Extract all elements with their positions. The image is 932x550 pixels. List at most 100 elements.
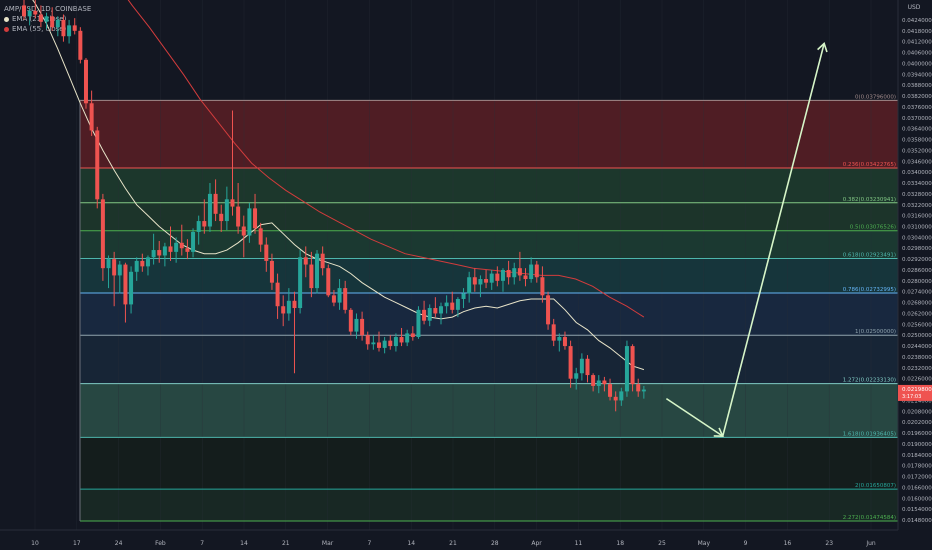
candle-body[interactable] <box>185 248 190 252</box>
candle-body[interactable] <box>174 242 179 252</box>
candle-body[interactable] <box>320 253 325 269</box>
candle-body[interactable] <box>112 259 117 276</box>
candle-body[interactable] <box>438 306 443 314</box>
candle-body[interactable] <box>331 295 336 303</box>
candle-body[interactable] <box>371 342 376 345</box>
candle-body[interactable] <box>478 279 483 285</box>
candle-body[interactable] <box>253 208 258 229</box>
candle-body[interactable] <box>529 264 534 280</box>
candle-body[interactable] <box>608 384 613 397</box>
candle-body[interactable] <box>551 324 556 341</box>
candle-body[interactable] <box>489 273 494 283</box>
candle-body[interactable] <box>557 337 562 341</box>
candle-body[interactable] <box>44 16 49 22</box>
candle-body[interactable] <box>292 300 297 309</box>
candle-body[interactable] <box>50 16 55 28</box>
candle-body[interactable] <box>207 193 212 227</box>
candle-body[interactable] <box>574 373 579 379</box>
candle-body[interactable] <box>129 271 134 305</box>
candle-body[interactable] <box>106 259 111 269</box>
candle-body[interactable] <box>624 346 629 392</box>
candle-body[interactable] <box>393 337 398 347</box>
candle-body[interactable] <box>275 282 280 307</box>
candle-body[interactable] <box>416 309 421 338</box>
candle-body[interactable] <box>117 264 122 276</box>
candle-body[interactable] <box>241 226 246 236</box>
candle-body[interactable] <box>455 298 460 310</box>
candle-body[interactable] <box>523 275 528 280</box>
candle-body[interactable] <box>191 231 196 252</box>
candle-body[interactable] <box>602 380 607 385</box>
candle-body[interactable] <box>410 333 415 338</box>
candle-body[interactable] <box>236 206 241 227</box>
candle-body[interactable] <box>269 260 274 283</box>
candle-body[interactable] <box>230 199 235 207</box>
candle-body[interactable] <box>562 337 567 347</box>
candle-body[interactable] <box>78 30 83 60</box>
candle-body[interactable] <box>500 269 505 281</box>
candle-body[interactable] <box>38 14 43 22</box>
candle-body[interactable] <box>506 269 511 278</box>
candle-body[interactable] <box>399 337 404 343</box>
candle-body[interactable] <box>444 302 449 307</box>
candle-body[interactable] <box>568 346 573 379</box>
candle-body[interactable] <box>427 308 432 321</box>
candle-body[interactable] <box>83 59 88 104</box>
candle-body[interactable] <box>95 130 100 200</box>
candle-body[interactable] <box>382 340 387 348</box>
candle-body[interactable] <box>286 300 291 314</box>
candle-body[interactable] <box>72 25 77 31</box>
candle-body[interactable] <box>168 246 173 252</box>
candle-body[interactable] <box>517 268 522 276</box>
candle-body[interactable] <box>579 358 584 374</box>
candle-body[interactable] <box>55 19 60 28</box>
candle-body[interactable] <box>613 396 618 401</box>
candle-body[interactable] <box>179 242 184 249</box>
projection-segment[interactable] <box>665 397 724 437</box>
candle-body[interactable] <box>151 250 156 258</box>
candle-body[interactable] <box>348 309 353 332</box>
candle-body[interactable] <box>258 228 263 245</box>
candle-body[interactable] <box>157 250 162 256</box>
candle-body[interactable] <box>636 384 641 392</box>
candle-body[interactable] <box>484 279 489 283</box>
candle-body[interactable] <box>162 246 167 256</box>
candle-body[interactable] <box>405 333 410 343</box>
candle-body[interactable] <box>472 277 477 285</box>
candle-body[interactable] <box>123 264 128 305</box>
candle-body[interactable] <box>534 264 539 278</box>
candle-body[interactable] <box>360 318 365 336</box>
candle-body[interactable] <box>596 380 601 386</box>
candle-body[interactable] <box>224 199 229 222</box>
candle-body[interactable] <box>377 342 382 348</box>
candle-body[interactable] <box>619 391 624 401</box>
candle-body[interactable] <box>326 268 331 296</box>
candle-body[interactable] <box>591 375 596 386</box>
candle-body[interactable] <box>315 253 320 289</box>
candle-body[interactable] <box>100 199 105 269</box>
candle-body[interactable] <box>433 308 438 314</box>
candle-body[interactable] <box>134 260 139 272</box>
candle-body[interactable] <box>467 277 472 294</box>
candle-body[interactable] <box>540 277 545 296</box>
candle-body[interactable] <box>196 221 201 232</box>
candle-body[interactable] <box>140 260 145 267</box>
candle-body[interactable] <box>27 10 32 17</box>
candle-body[interactable] <box>202 221 207 227</box>
candle-body[interactable] <box>281 306 286 314</box>
candle-body[interactable] <box>343 288 348 310</box>
candle-body[interactable] <box>309 264 314 289</box>
candle-body[interactable] <box>22 5 26 17</box>
candle-body[interactable] <box>33 10 38 15</box>
candle-body[interactable] <box>264 244 269 261</box>
candle-body[interactable] <box>89 103 94 131</box>
candle-body[interactable] <box>585 358 590 376</box>
candle-body[interactable] <box>354 318 359 332</box>
candle-body[interactable] <box>630 346 635 385</box>
candle-body[interactable] <box>247 208 252 236</box>
projection-segment[interactable] <box>721 43 825 437</box>
candle-body[interactable] <box>61 19 66 37</box>
candle-body[interactable] <box>388 340 393 347</box>
candle-body[interactable] <box>495 273 500 281</box>
